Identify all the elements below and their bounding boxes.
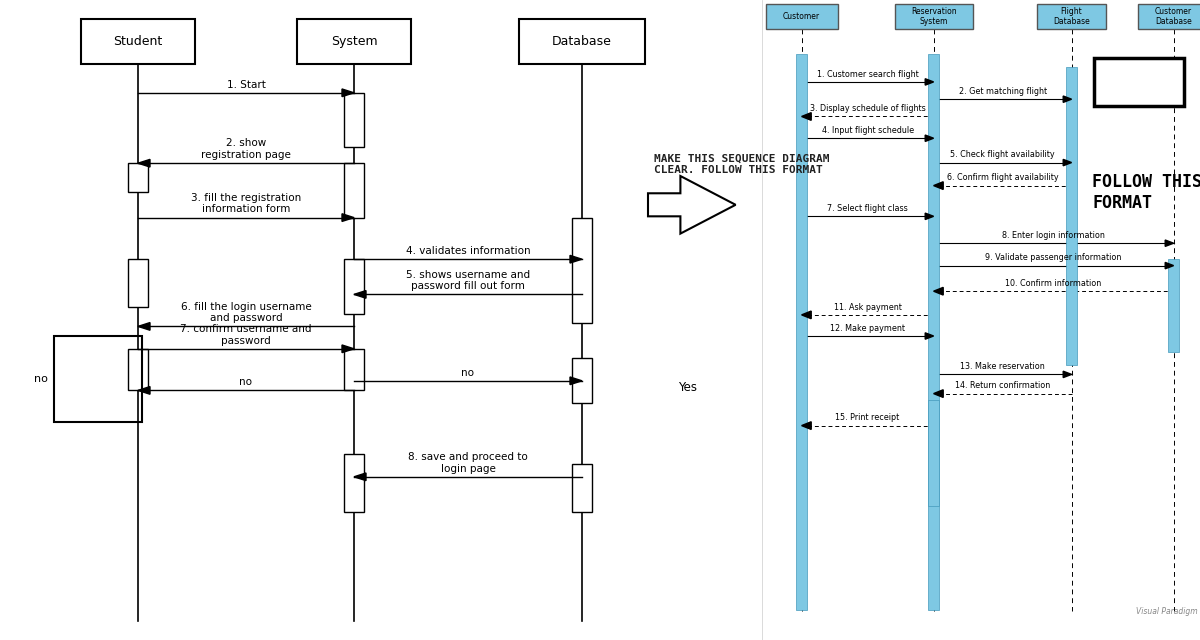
Bar bbox=[1138, 4, 1200, 29]
Bar bbox=[344, 163, 364, 218]
Bar bbox=[572, 358, 592, 403]
Polygon shape bbox=[925, 135, 934, 141]
Polygon shape bbox=[925, 79, 934, 85]
Text: 9. Validate passenger information: 9. Validate passenger information bbox=[985, 253, 1122, 262]
Bar bbox=[128, 163, 148, 192]
Text: System: System bbox=[331, 35, 377, 48]
Bar bbox=[895, 4, 972, 29]
Polygon shape bbox=[138, 323, 150, 330]
Text: 3. Display schedule of flights: 3. Display schedule of flights bbox=[810, 104, 925, 113]
Text: MAKE THIS SEQUENCE DIAGRAM
CLEAR. FOLLOW THIS FORMAT: MAKE THIS SEQUENCE DIAGRAM CLEAR. FOLLOW… bbox=[654, 154, 829, 175]
Bar bbox=[344, 454, 364, 512]
Text: 11. Ask payment: 11. Ask payment bbox=[834, 303, 901, 312]
Text: 5. Check flight availability: 5. Check flight availability bbox=[950, 150, 1055, 159]
Text: 6. fill the login username
and password: 6. fill the login username and password bbox=[181, 301, 311, 323]
Text: FOLLOW THIS
FORMAT: FOLLOW THIS FORMAT bbox=[1092, 173, 1200, 212]
Polygon shape bbox=[1165, 262, 1174, 269]
Text: 4. Input flight schedule: 4. Input flight schedule bbox=[822, 126, 913, 135]
Bar bbox=[929, 400, 940, 506]
Bar bbox=[298, 19, 410, 64]
Text: Database: Database bbox=[552, 35, 612, 48]
Text: Flight
Database: Flight Database bbox=[1054, 7, 1090, 26]
Polygon shape bbox=[1063, 371, 1072, 378]
Bar bbox=[1067, 67, 1078, 365]
Polygon shape bbox=[138, 387, 150, 394]
Text: 14. Return confirmation: 14. Return confirmation bbox=[955, 381, 1050, 390]
Polygon shape bbox=[925, 333, 934, 339]
Polygon shape bbox=[342, 214, 354, 221]
Text: no: no bbox=[34, 374, 48, 384]
Bar bbox=[54, 336, 142, 422]
Polygon shape bbox=[1063, 159, 1072, 166]
Text: 1. Start: 1. Start bbox=[227, 79, 265, 90]
Polygon shape bbox=[342, 89, 354, 97]
Bar bbox=[766, 4, 838, 29]
Text: 6. Confirm flight availability: 6. Confirm flight availability bbox=[947, 173, 1058, 182]
Text: 7. confirm username and
password: 7. confirm username and password bbox=[180, 324, 312, 346]
Bar bbox=[1169, 259, 1178, 352]
Bar bbox=[572, 464, 592, 512]
Text: 8. save and proceed to
login page: 8. save and proceed to login page bbox=[408, 452, 528, 474]
Text: Reservation
System: Reservation System bbox=[911, 7, 956, 26]
Bar bbox=[520, 19, 646, 64]
Bar bbox=[344, 259, 364, 314]
Bar bbox=[128, 349, 148, 390]
Polygon shape bbox=[934, 390, 943, 397]
Bar bbox=[1037, 4, 1106, 29]
Polygon shape bbox=[138, 159, 150, 167]
Polygon shape bbox=[354, 473, 366, 481]
Polygon shape bbox=[354, 291, 366, 298]
Polygon shape bbox=[925, 213, 934, 220]
Text: 1. Customer search flight: 1. Customer search flight bbox=[817, 70, 918, 79]
Polygon shape bbox=[648, 176, 736, 234]
Text: 8. Enter login information: 8. Enter login information bbox=[1002, 231, 1105, 240]
Text: 3. fill the registration
information form: 3. fill the registration information for… bbox=[191, 193, 301, 214]
Text: 7. Select flight class: 7. Select flight class bbox=[827, 204, 908, 213]
Bar bbox=[929, 54, 940, 610]
Bar bbox=[128, 259, 148, 307]
Bar bbox=[572, 218, 592, 323]
Bar bbox=[797, 54, 808, 610]
Polygon shape bbox=[570, 255, 582, 263]
Bar bbox=[1094, 58, 1184, 106]
Text: 2. Get matching flight: 2. Get matching flight bbox=[959, 87, 1046, 96]
Text: 2. show
registration page: 2. show registration page bbox=[202, 138, 290, 160]
Text: Customer: Customer bbox=[784, 12, 820, 21]
Polygon shape bbox=[934, 287, 943, 295]
Bar bbox=[344, 349, 364, 390]
Text: 10. Confirm information: 10. Confirm information bbox=[1006, 279, 1102, 288]
Text: 5. shows username and
password fill out form: 5. shows username and password fill out … bbox=[406, 269, 530, 291]
Polygon shape bbox=[342, 345, 354, 353]
Bar bbox=[344, 93, 364, 147]
Polygon shape bbox=[570, 377, 582, 385]
Polygon shape bbox=[802, 422, 811, 429]
Text: 15. Print receipt: 15. Print receipt bbox=[835, 413, 900, 422]
Polygon shape bbox=[802, 113, 811, 120]
Text: 12. Make payment: 12. Make payment bbox=[830, 324, 905, 333]
Text: no: no bbox=[462, 367, 474, 378]
Polygon shape bbox=[802, 311, 811, 319]
Text: Visual Paradigm: Visual Paradigm bbox=[1136, 607, 1198, 616]
Text: Yes: Yes bbox=[678, 381, 697, 394]
Bar bbox=[82, 19, 194, 64]
Polygon shape bbox=[1165, 240, 1174, 246]
Polygon shape bbox=[934, 182, 943, 189]
Text: Student: Student bbox=[113, 35, 163, 48]
Polygon shape bbox=[1063, 96, 1072, 102]
Text: 13. Make reservation: 13. Make reservation bbox=[960, 362, 1045, 371]
Text: 4. validates information: 4. validates information bbox=[406, 246, 530, 256]
Text: no: no bbox=[240, 377, 252, 387]
Text: Customer
Database: Customer Database bbox=[1156, 7, 1192, 26]
